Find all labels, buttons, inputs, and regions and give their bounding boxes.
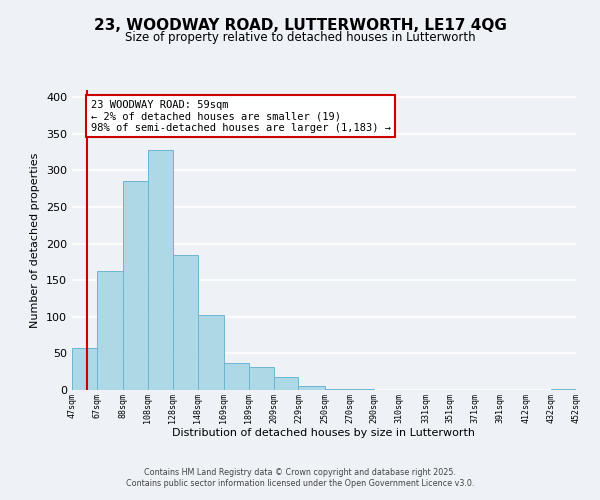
- Bar: [123, 182, 148, 390]
- Bar: [298, 386, 325, 390]
- Bar: [148, 150, 173, 390]
- Bar: [274, 377, 298, 390]
- Y-axis label: Number of detached properties: Number of detached properties: [31, 152, 40, 328]
- Bar: [325, 388, 350, 390]
- Text: 23 WOODWAY ROAD: 59sqm
← 2% of detached houses are smaller (19)
98% of semi-deta: 23 WOODWAY ROAD: 59sqm ← 2% of detached …: [91, 100, 391, 132]
- Text: 23, WOODWAY ROAD, LUTTERWORTH, LE17 4QG: 23, WOODWAY ROAD, LUTTERWORTH, LE17 4QG: [94, 18, 506, 32]
- X-axis label: Distribution of detached houses by size in Lutterworth: Distribution of detached houses by size …: [173, 428, 476, 438]
- Bar: [551, 388, 576, 390]
- Bar: [224, 363, 249, 390]
- Bar: [249, 368, 274, 390]
- Bar: [97, 272, 123, 390]
- Bar: [197, 314, 224, 390]
- Text: Size of property relative to detached houses in Lutterworth: Size of property relative to detached ho…: [125, 31, 475, 44]
- Text: Contains HM Land Registry data © Crown copyright and database right 2025.
Contai: Contains HM Land Registry data © Crown c…: [126, 468, 474, 487]
- Bar: [173, 254, 197, 390]
- Bar: [72, 348, 97, 390]
